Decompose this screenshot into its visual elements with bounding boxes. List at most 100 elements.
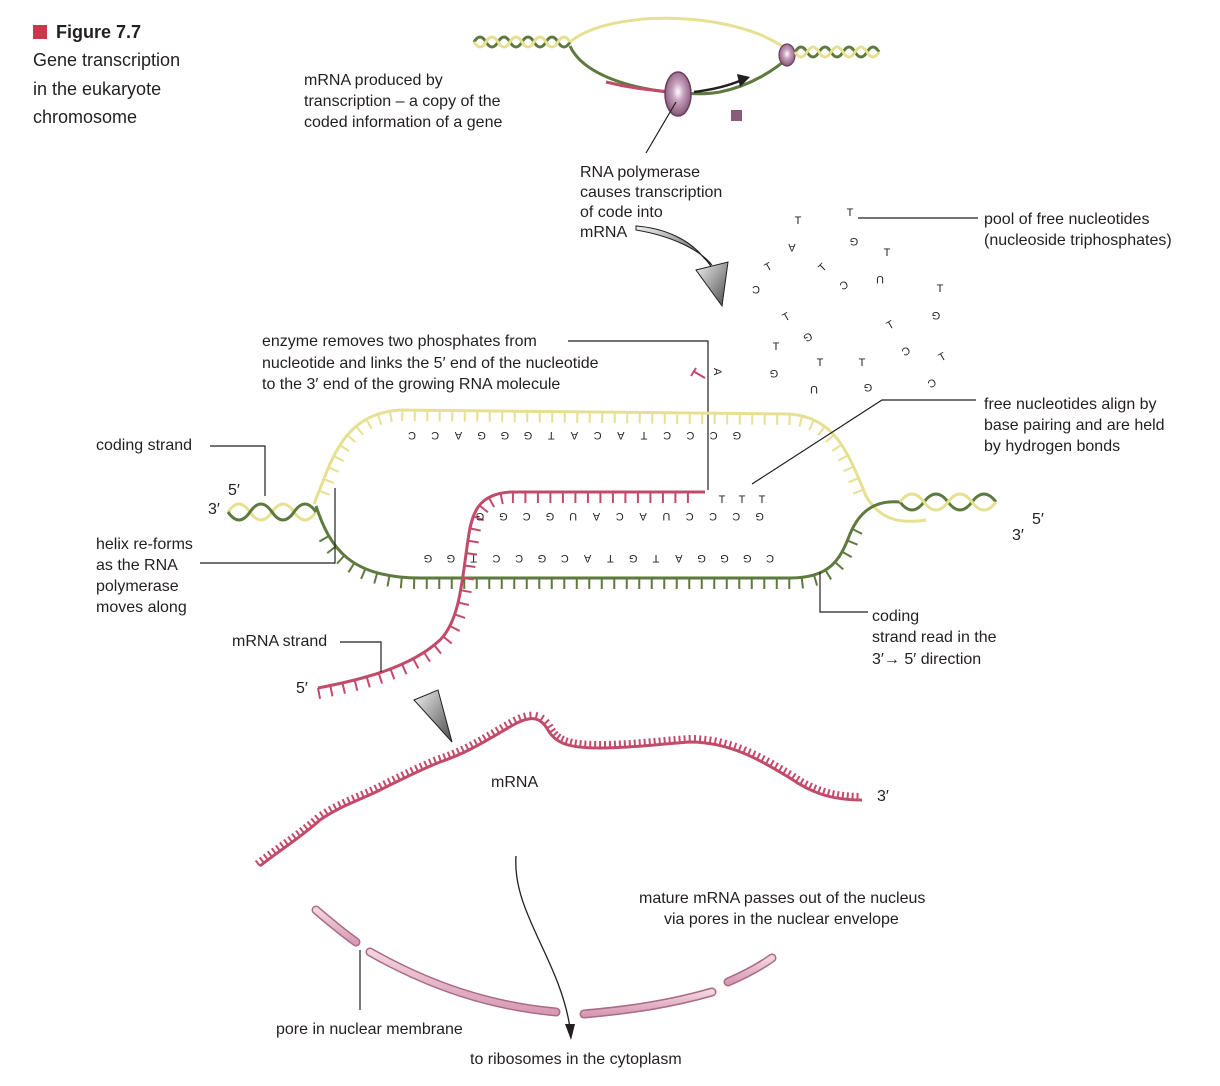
overview-mrna xyxy=(605,80,673,94)
base-letter: U xyxy=(662,510,670,522)
free-nucleotide: C xyxy=(837,277,850,291)
strand-tick xyxy=(782,767,788,775)
label-mature: mature mRNA passes out of the nucleus vi… xyxy=(639,890,925,928)
free-nucleotide: G xyxy=(850,235,859,247)
base-letter: C xyxy=(523,510,531,522)
strand-tick xyxy=(703,735,707,743)
base-letter: G xyxy=(476,510,485,522)
strand-tick xyxy=(373,572,379,584)
label-line: nucleotide and links the 5′ end of the n… xyxy=(262,355,599,372)
strand-tick xyxy=(258,856,265,864)
base-letter: A xyxy=(674,552,682,564)
label-line: pool of free nucleotides xyxy=(984,211,1149,228)
strand-tick xyxy=(404,769,410,777)
strand-tick xyxy=(389,668,396,680)
strand-tick xyxy=(543,718,550,726)
membrane-segment xyxy=(725,955,775,985)
strand-tick xyxy=(494,726,501,734)
strand-tick xyxy=(473,738,479,747)
strand-tick xyxy=(355,425,364,436)
entering-nucleotide: A xyxy=(690,367,723,379)
strand-tick xyxy=(653,737,656,745)
strand-tick xyxy=(633,739,637,747)
strand-tick xyxy=(386,575,391,587)
base-letter: G xyxy=(538,552,547,564)
left-3-prime: 3′ xyxy=(208,501,220,518)
base-letter: C xyxy=(732,510,740,522)
strand-tick xyxy=(271,847,277,855)
export-arrow xyxy=(515,855,575,1040)
strand-tick xyxy=(512,716,518,724)
base-letter: C xyxy=(663,429,671,441)
strand-tick xyxy=(318,811,325,819)
base-letter: T xyxy=(607,552,614,564)
free-nucleotide: C xyxy=(752,283,760,295)
free-nucleotide: T xyxy=(859,357,866,369)
base-letter: C xyxy=(492,552,500,564)
label-coding-read: coding strand read in the 3′→ 5′ directi… xyxy=(819,572,997,668)
base-letter: G xyxy=(524,429,533,441)
strand-tick xyxy=(478,504,489,514)
base-letter: C xyxy=(686,429,694,441)
label-free-align: free nucleotides align by base pairing a… xyxy=(751,396,1165,485)
strand-tick xyxy=(790,772,797,780)
strand-tick xyxy=(360,568,367,580)
base-letter: C xyxy=(766,552,774,564)
overview-marker xyxy=(731,110,742,121)
strand-tick xyxy=(442,635,453,645)
strand-tick xyxy=(564,737,569,745)
label-rna-polymerase: RNA polymerase causes transcription of c… xyxy=(580,164,722,241)
base-letter: T xyxy=(470,552,477,564)
label-line: mRNA xyxy=(580,224,627,241)
strand-tick xyxy=(836,791,840,799)
coding-strand-path xyxy=(312,408,927,523)
base-letter: G xyxy=(720,552,729,564)
strand-tick xyxy=(638,739,642,747)
strand-tick xyxy=(395,773,401,781)
mrna-3-prime: 3′ xyxy=(877,788,889,805)
strand-tick xyxy=(254,859,261,867)
strand-tick xyxy=(824,569,833,580)
strand-tick xyxy=(377,672,384,684)
strand-tick xyxy=(360,790,365,798)
free-nucleotide: G xyxy=(932,309,941,321)
strand-tick xyxy=(847,539,858,546)
strand-tick xyxy=(733,742,738,750)
free-nucleotide: T xyxy=(816,261,829,274)
strand-tick xyxy=(388,411,393,423)
nuclear-membrane xyxy=(311,905,777,1019)
strand-tick xyxy=(339,444,350,452)
strand-tick xyxy=(678,735,681,743)
strand-tick xyxy=(386,777,392,786)
free-nucleotide: C xyxy=(899,343,912,357)
figure-title-line: in the eukaryote xyxy=(33,79,161,99)
strand-tick xyxy=(507,719,513,727)
strand-tick xyxy=(574,739,578,747)
strand-tick xyxy=(399,577,403,589)
free-nucleotide: T xyxy=(781,310,793,324)
strand-tick xyxy=(462,576,474,581)
zoom-arrow xyxy=(635,225,729,308)
strand-tick xyxy=(713,737,718,745)
base-letter: G xyxy=(546,510,555,522)
figure-title-line: Gene transcription xyxy=(33,50,180,70)
right-helix-yellow xyxy=(898,492,998,512)
strand-tick xyxy=(446,751,452,759)
strand-tick xyxy=(327,805,334,813)
base-letter: A xyxy=(570,429,578,441)
left-5-prime: 5′ xyxy=(228,482,240,499)
strand-tick xyxy=(673,736,676,744)
strand-tick xyxy=(579,740,582,748)
strand-tick xyxy=(314,814,321,822)
base-letter: A xyxy=(592,510,600,522)
strand-tick xyxy=(663,736,666,745)
label-helix-reforms: helix re-forms as the RNA polymerase mov… xyxy=(96,488,336,616)
strand-tick xyxy=(283,838,289,846)
base-letter: G xyxy=(743,552,752,564)
strand-tick xyxy=(306,820,313,828)
strand-tick xyxy=(503,721,509,729)
strand-tick xyxy=(742,746,747,754)
strand-tick xyxy=(423,760,428,768)
label-ribosomes: to ribosomes in the cytoplasm xyxy=(470,1051,682,1068)
